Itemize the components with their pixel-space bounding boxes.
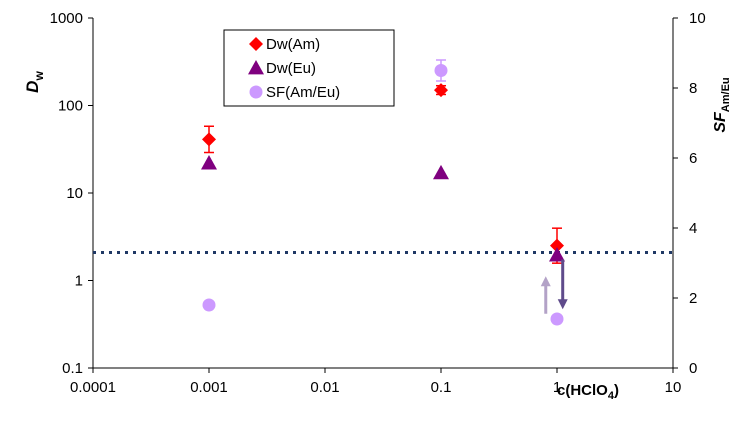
x-axis-title: c(HClO4) xyxy=(557,382,619,402)
legend-entry-label: SF(Am/Eu) xyxy=(266,84,340,101)
data-point-triangle xyxy=(549,247,565,262)
x-tick-label: 1 xyxy=(553,379,561,396)
annotations-group xyxy=(540,259,568,314)
x-tick-label: 0.001 xyxy=(190,379,228,396)
legend-marker-diamond xyxy=(249,37,263,51)
data-marks-group xyxy=(201,59,565,326)
x-tick-label: 0.1 xyxy=(431,379,452,396)
data-point-circle xyxy=(550,312,564,326)
data-point-triangle xyxy=(433,164,449,180)
y-right-tick-label: 0 xyxy=(689,360,697,377)
data-point-triangle xyxy=(201,155,217,170)
annotation-arrow-head xyxy=(557,299,568,310)
annotation-arrow-head xyxy=(540,276,551,287)
y-right-tick-label: 6 xyxy=(689,150,697,167)
y-left-tick-label: 100 xyxy=(58,98,83,115)
data-point-circle xyxy=(202,298,216,312)
y-left-tick-label: 1000 xyxy=(50,10,83,27)
legend: Dw(Am) Dw(Eu) SF(Am/Eu) xyxy=(223,29,395,107)
y-left-tick-label: 0.1 xyxy=(62,360,83,377)
data-point-diamond xyxy=(434,83,448,98)
y-right-axis-title: SFAm/Eu xyxy=(712,77,732,132)
y-left-tick-label: 10 xyxy=(66,185,83,202)
data-point-diamond xyxy=(550,238,564,253)
data-point-circle xyxy=(434,64,448,77)
y-right-tick-label: 8 xyxy=(689,80,697,97)
y-right-tick-label: 10 xyxy=(689,10,706,27)
axes-group: 0.0001 0.001 0.01 0.1 1 10 0.1 1 10 100 1000 0 2 4 6 8 1… xyxy=(23,10,732,402)
x-tick-label: 10 xyxy=(665,379,682,396)
y-right-tick-label: 4 xyxy=(689,220,697,237)
y-left-axis-title: Dw xyxy=(23,71,46,93)
legend-marker-triangle xyxy=(248,60,264,75)
x-tick-label: 0.01 xyxy=(310,379,339,396)
x-tick-label: 0.0001 xyxy=(70,379,116,396)
legend-entry-label: Dw(Am) xyxy=(266,36,320,53)
y-right-tick-label: 2 xyxy=(689,290,697,307)
y-left-tick-label: 1 xyxy=(75,273,83,290)
data-point-diamond xyxy=(202,132,216,147)
legend-entry-label: Dw(Eu) xyxy=(266,60,316,77)
legend-marker-circle xyxy=(249,85,263,99)
